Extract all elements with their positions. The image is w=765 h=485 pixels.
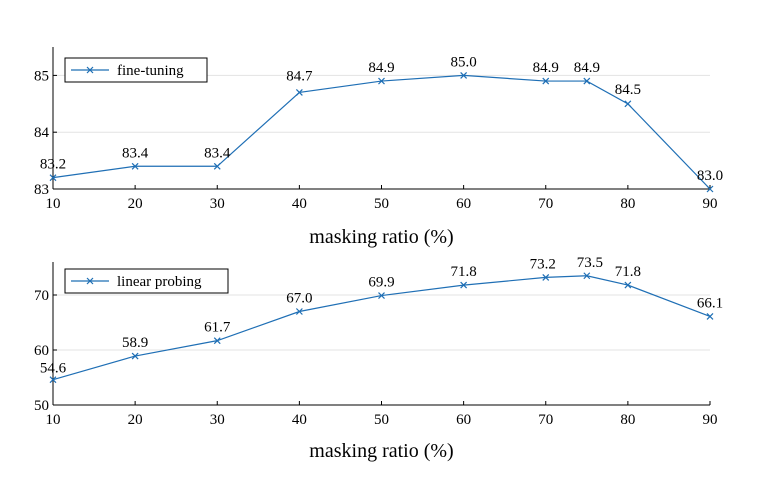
x-tick-label: 60 [456, 196, 471, 212]
legend-marker [86, 66, 94, 74]
data-point [378, 292, 385, 299]
data-label: 71.8 [451, 264, 477, 280]
data-label: 73.5 [577, 255, 603, 271]
legend: fine-tuning [64, 57, 208, 83]
data-point [583, 77, 591, 85]
x-tick-label: 40 [292, 412, 307, 428]
y-tick-label: 85 [34, 68, 49, 84]
x-tick-label: 60 [456, 412, 471, 428]
x-tick-label: 10 [46, 412, 61, 428]
x-tick-label: 90 [703, 196, 718, 212]
data-point [131, 352, 139, 360]
data-point [583, 272, 591, 280]
data-point [295, 308, 303, 315]
data-point [706, 185, 714, 193]
x-tick-label: 90 [703, 412, 718, 428]
data-point [624, 100, 632, 108]
data-point [542, 77, 550, 85]
data-label: 71.8 [615, 264, 641, 280]
y-tick-label: 84 [34, 125, 50, 141]
data-point [49, 174, 57, 182]
x-tick-label: 40 [292, 196, 307, 212]
data-label: 66.1 [697, 295, 723, 311]
data-label: 83.4 [204, 145, 231, 161]
data-label: 61.7 [204, 320, 231, 336]
y-tick-label: 83 [34, 182, 49, 198]
data-label: 54.6 [40, 361, 67, 377]
data-point [542, 273, 550, 281]
x-axis-title: masking ratio (%) [309, 440, 453, 462]
x-tick-label: 20 [128, 412, 143, 428]
x-tick-label: 70 [538, 412, 553, 428]
data-label: 73.2 [530, 256, 556, 272]
data-label: 84.7 [286, 68, 313, 84]
y-tick-label: 60 [34, 343, 49, 359]
data-point [295, 89, 303, 96]
data-label: 84.9 [574, 60, 600, 76]
data-label: 84.9 [533, 60, 559, 76]
data-point [213, 337, 221, 345]
data-point [624, 281, 632, 289]
series-line [52, 275, 711, 381]
data-point [460, 281, 468, 289]
y-tick-label: 70 [34, 288, 49, 304]
y-tick-label: 50 [34, 398, 49, 414]
fine-tuning-chart: 10 20 30 40 50 60 70 80 90 83 84 85 83.2 83.4 83.4 84.7… [34, 47, 723, 248]
series-line [52, 74, 711, 190]
x-tick-label: 50 [374, 196, 389, 212]
x-tick-label: 10 [46, 196, 61, 212]
x-tick-label: 80 [620, 196, 635, 212]
legend-label: linear probing [117, 274, 202, 290]
legend-label: fine-tuning [117, 63, 184, 79]
cropped-caption [0, 472, 765, 485]
data-label: 83.2 [40, 157, 66, 173]
data-point [378, 77, 385, 85]
data-label: 58.9 [122, 335, 148, 351]
x-tick-label: 30 [210, 196, 225, 212]
x-tick-label: 50 [374, 412, 389, 428]
data-label: 83.4 [122, 145, 149, 161]
data-label: 69.9 [368, 275, 394, 291]
data-point [49, 376, 57, 384]
data-label: 84.5 [615, 82, 641, 98]
legend: linear probing [64, 268, 229, 294]
legend-marker [86, 277, 94, 285]
data-label: 84.9 [368, 60, 394, 76]
x-tick-label: 80 [620, 412, 635, 428]
data-point [706, 313, 714, 320]
data-point [460, 71, 468, 79]
linear-probing-chart: 10 20 30 40 50 60 70 80 90 50 60 70 54.6 58.9 61.7 67.0… [34, 255, 723, 462]
data-point [131, 162, 139, 170]
data-label: 67.0 [286, 291, 312, 307]
x-axis-title: masking ratio (%) [309, 226, 453, 248]
x-tick-label: 20 [128, 196, 143, 212]
data-label: 83.0 [697, 168, 723, 184]
data-label: 85.0 [451, 54, 477, 70]
x-tick-label: 70 [538, 196, 553, 212]
x-tick-label: 30 [210, 412, 225, 428]
data-point [213, 162, 221, 170]
